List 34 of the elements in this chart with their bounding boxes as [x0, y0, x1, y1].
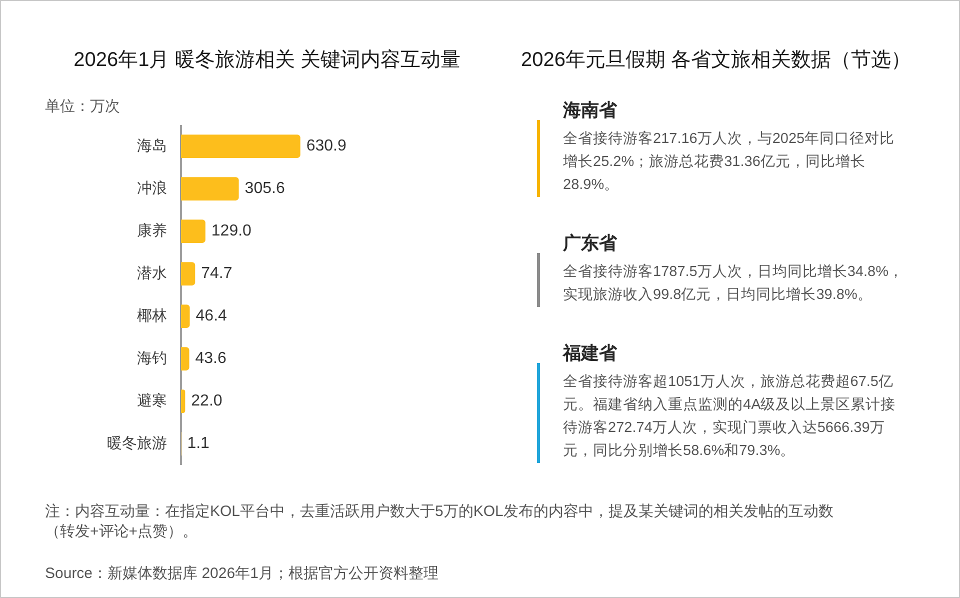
text: 广东省: [563, 232, 618, 255]
text: 全省接待游客217.16万人次，与2025年同口径对比增长25.2%；旅游总花费31.36亿元，同比增长28.9%。: [563, 130, 896, 195]
source-note: Source：新媒体数据库 2026年1月；根据官方公开资料整理: [45, 564, 440, 584]
data-label: 305.6: [244, 180, 285, 198]
data-label: 630.9: [306, 138, 346, 155]
y-tick-label: 海钓: [137, 350, 167, 367]
data-label: 46.4: [196, 308, 228, 325]
x-axis-title: 单位：万次: [45, 97, 120, 117]
y-tick-label: 海岛: [137, 137, 167, 154]
bar: [181, 262, 196, 286]
text: 全省接待游客超1051万人次，旅游总花费超67.5亿元。福建省纳入重点监测的4A级及以上景区累计接待游客272.74万人次，实现门票收入达5666.39万元，同比分别增长58.6%和79.3%。: [563, 372, 897, 461]
bar: [181, 347, 190, 370]
text: 海南省: [563, 99, 618, 122]
data-label: 22.0: [191, 392, 222, 410]
chart-title: 2026年1月 暖冬旅游相关 关键词内容互动量: [72, 48, 462, 73]
data-label: 1.1: [187, 435, 210, 452]
y-tick-label: 暖冬旅游: [107, 434, 167, 452]
bar: [181, 177, 239, 200]
data-label: 74.7: [201, 265, 232, 282]
text: 2026年元旦假期 各省文旅相关数据（节选）: [521, 48, 912, 73]
bar: [181, 304, 190, 328]
text: 福建省: [563, 342, 618, 365]
data-label: 43.6: [195, 350, 226, 368]
y-tick-label: 康养: [137, 222, 167, 240]
y-tick-label: 避寒: [137, 392, 167, 410]
y-tick-label: 潜水: [137, 264, 167, 282]
text: 注：内容互动量：在指定KOL平台中，去重活跃用户数大于5万的KOL发布的内容中，提及某关键词的相关发帖的互动数（转发+评论+点赞）。: [45, 502, 834, 542]
text: 全省接待游客1787.5万人次，日均同比增长34.8%，实现旅游收入99.8亿元，日均同比增长39.8%。: [563, 262, 904, 305]
y-tick-label: 冲浪: [137, 180, 167, 197]
y-tick-label: 椰林: [137, 307, 167, 324]
bar: [181, 220, 206, 243]
bar: [181, 390, 186, 413]
data-label: 129.0: [211, 222, 252, 240]
bar: [181, 134, 300, 158]
